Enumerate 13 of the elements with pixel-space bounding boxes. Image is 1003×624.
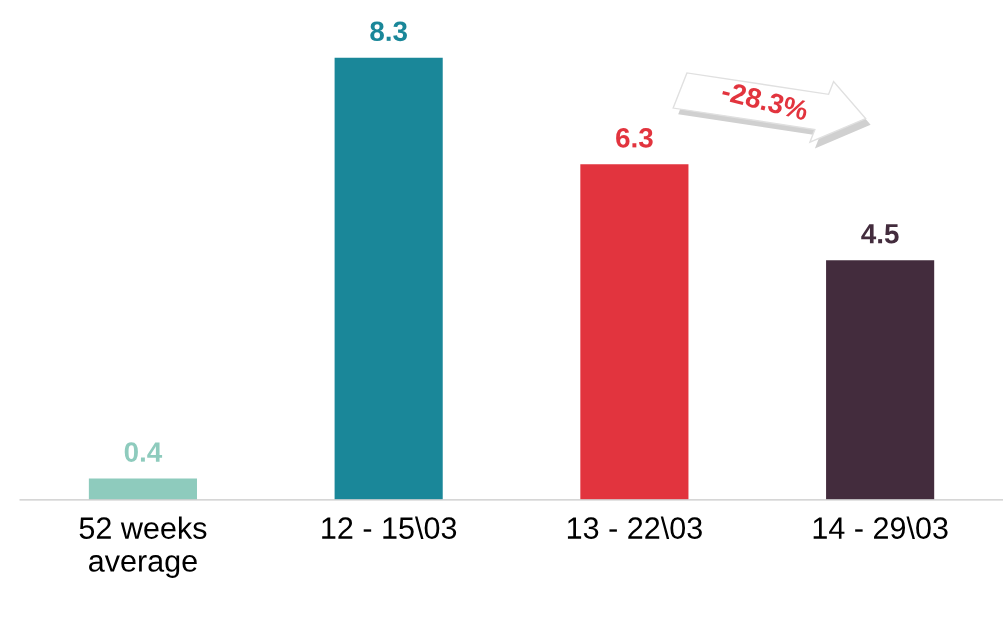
bar	[88, 478, 197, 500]
x-tick-label: 13 - 22\03	[567, 516, 702, 539]
data-label: 4.5	[861, 224, 899, 244]
bar	[580, 164, 689, 500]
data-label: 0.4	[124, 442, 163, 462]
x-tick-label: 12 - 15\03	[322, 516, 457, 539]
annotation: -28.3%	[720, 80, 810, 121]
bar	[334, 57, 443, 500]
data-label: 6.3	[616, 127, 653, 148]
bar	[826, 260, 935, 500]
x-tick-label: 14 - 29\03	[813, 516, 948, 539]
x-tick-label: 52 weeks average	[79, 516, 207, 578]
data-label: 8.3	[370, 21, 407, 42]
